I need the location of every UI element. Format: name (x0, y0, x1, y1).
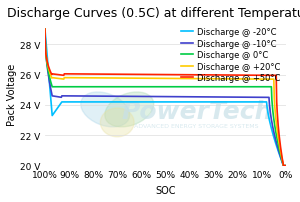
Text: ADVANCED ENERGY STORAGE SYSTEMS: ADVANCED ENERGY STORAGE SYSTEMS (134, 123, 259, 128)
Legend: Discharge @ -20°C, Discharge @ -10°C, Discharge @ 0°C, Discharge @ +20°C, Discha: Discharge @ -20°C, Discharge @ -10°C, Di… (179, 26, 282, 85)
Ellipse shape (105, 93, 154, 127)
X-axis label: SOC: SOC (155, 185, 176, 195)
Y-axis label: Pack Voltage: Pack Voltage (7, 63, 17, 125)
Ellipse shape (100, 108, 134, 137)
Title: Discharge Curves (0.5C) at different Temperatures: Discharge Curves (0.5C) at different Tem… (7, 7, 300, 20)
Text: PowerTech: PowerTech (121, 99, 272, 123)
Ellipse shape (81, 93, 130, 127)
